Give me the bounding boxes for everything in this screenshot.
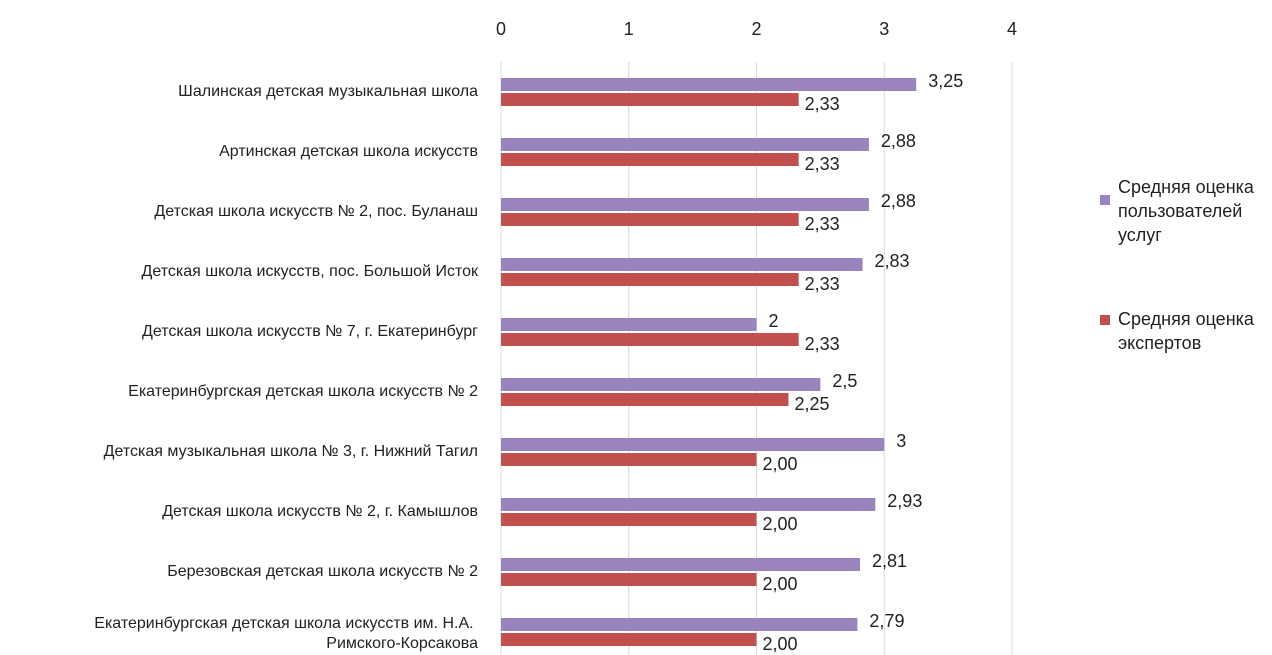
data-label: 2,00 (763, 634, 798, 654)
x-tick-label: 0 (496, 19, 506, 39)
data-label: 3 (896, 431, 906, 451)
data-label: 2,33 (805, 154, 840, 174)
data-label: 2,33 (805, 274, 840, 294)
x-tick-label: 2 (751, 19, 761, 39)
data-label: 2,5 (832, 371, 857, 391)
data-label: 2,81 (872, 551, 907, 571)
y-tick-label: Детская музыкальная школа № 3, г. Нижний… (104, 443, 478, 460)
bar (501, 558, 860, 571)
bar (501, 213, 799, 226)
bar (501, 93, 799, 106)
bar (501, 138, 869, 151)
data-label: 2,33 (805, 214, 840, 234)
legend-swatch (1100, 195, 1110, 205)
y-tick-label: Детская школа искусств № 2, пос. Буланаш (154, 203, 478, 220)
y-tick-label: Артинская детская школа искусств (219, 143, 478, 160)
legend-swatch (1100, 315, 1110, 325)
data-label: 2 (769, 311, 779, 331)
data-label: 2,00 (763, 574, 798, 594)
bar (501, 78, 917, 91)
y-tick-label: Шалинская детская музыкальная школа (178, 83, 478, 100)
bar (501, 318, 757, 331)
bar (501, 438, 885, 451)
data-label: 3,25 (928, 71, 963, 91)
data-label: 2,83 (875, 251, 910, 271)
data-label: 2,25 (794, 394, 829, 414)
data-label: 2,93 (887, 491, 922, 511)
y-tick-label: Березовская детская школа искусств № 2 (167, 563, 478, 580)
x-tick-label: 4 (1007, 19, 1017, 39)
bar (501, 393, 789, 406)
bar (501, 513, 757, 526)
data-label: 2,33 (805, 334, 840, 354)
x-tick-label: 3 (879, 19, 889, 39)
x-tick-label: 1 (624, 19, 634, 39)
bar (501, 258, 863, 271)
bar (501, 153, 799, 166)
data-label: 2,88 (881, 191, 916, 211)
y-tick-label: Екатеринбургская детская школа искусств … (94, 615, 478, 652)
data-label: 2,33 (805, 94, 840, 114)
data-label: 2,00 (763, 454, 798, 474)
y-tick-label: Детская школа искусств, пос. Большой Ист… (142, 263, 479, 280)
legend-label: Средняя оценка экспертов (1118, 309, 1259, 353)
data-label: 2,00 (763, 514, 798, 534)
bar (501, 573, 757, 586)
bar (501, 198, 869, 211)
bar (501, 453, 757, 466)
bar (501, 333, 799, 346)
y-tick-label: Детская школа искусств № 7, г. Екатеринб… (142, 323, 478, 340)
y-tick-label: Екатеринбургская детская школа искусств … (128, 383, 478, 400)
bar (501, 618, 858, 631)
bar (501, 498, 876, 511)
bar (501, 633, 757, 646)
bar (501, 273, 799, 286)
data-label: 2,88 (881, 131, 916, 151)
data-label: 2,79 (869, 611, 904, 631)
legend-label: Средняя оценка пользователей услуг (1118, 177, 1259, 245)
bar (501, 378, 821, 391)
y-tick-label: Детская школа искусств № 2, г. Камышлов (162, 503, 478, 520)
